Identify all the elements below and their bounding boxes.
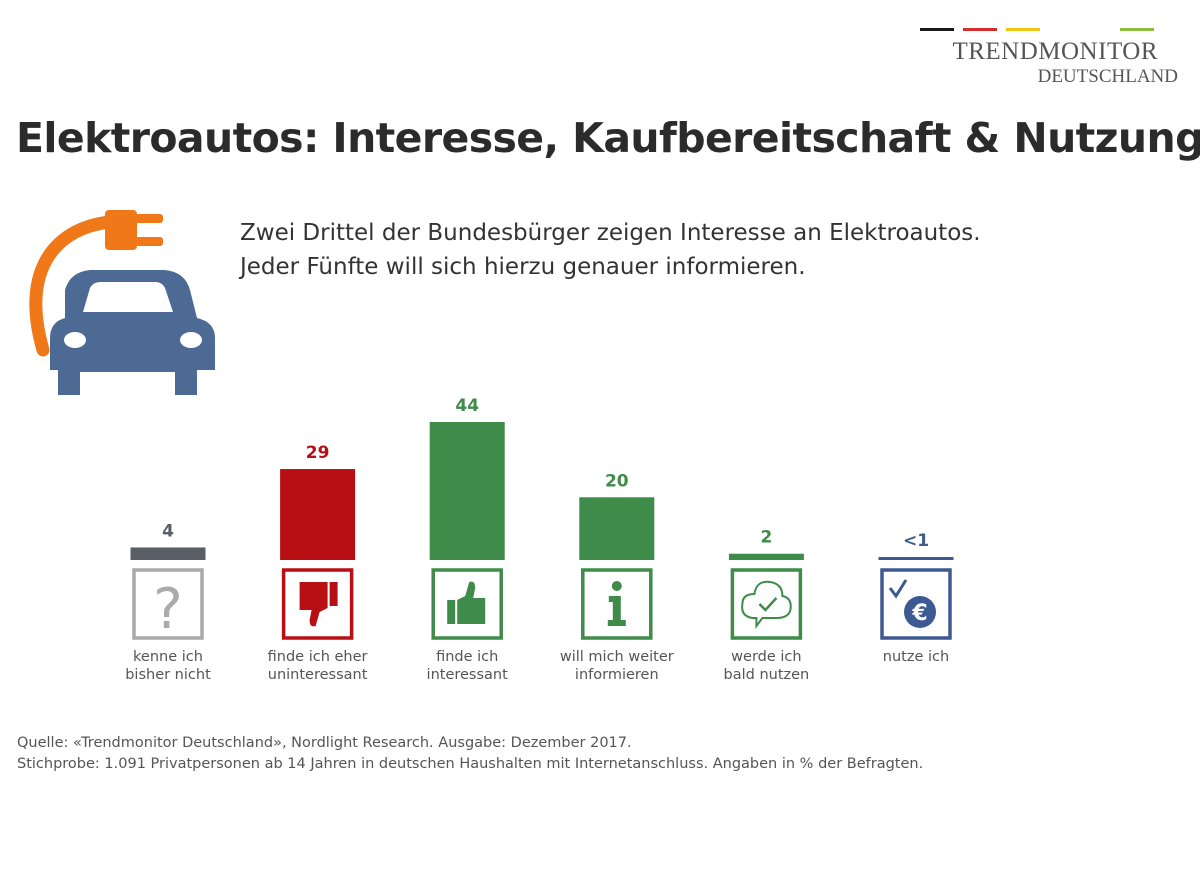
subtitle: Zwei Drittel der Bundesbürger zeigen Int…	[240, 216, 981, 284]
category-label-line: bisher nicht	[125, 667, 211, 683]
info-icon	[607, 581, 626, 626]
category-label-line: werde ich	[731, 649, 802, 665]
bar-chart: 4? 29 44 20 2 <1 €	[130, 396, 954, 642]
value-label-4: 2	[760, 528, 772, 548]
subtitle-line2: Jeder Fünfte will sich hierzu genauer in…	[240, 254, 806, 280]
electric-car-plug-icon	[29, 210, 215, 395]
value-label-2: 44	[455, 396, 479, 416]
bar-0	[130, 547, 206, 560]
icon-box-0	[132, 568, 204, 640]
category-label-3: will mich weiter informieren	[542, 648, 692, 684]
category-label-line: kenne ich	[133, 649, 203, 665]
logo-line2: DEUTSCHLAND	[1037, 66, 1178, 87]
bar-5	[878, 557, 954, 560]
svg-text:?: ?	[153, 577, 183, 642]
subtitle-line1: Zwei Drittel der Bundesbürger zeigen Int…	[240, 220, 981, 246]
category-label-5: nutze ich	[841, 648, 991, 666]
thumbs-down-icon	[299, 582, 338, 627]
category-label-line: bald nutzen	[723, 667, 810, 683]
question-mark-icon: ?	[153, 577, 183, 642]
page-title: Elektroautos: Interesse, Kaufbereitschaf…	[16, 114, 1200, 162]
value-label-0: 4	[162, 521, 174, 541]
source-line1: Quelle: «Trendmonitor Deutschland», Nord…	[17, 735, 632, 751]
bar-2	[429, 422, 505, 560]
bar-3	[579, 497, 655, 560]
thumbs-up-icon	[447, 581, 486, 624]
svg-text:€: €	[911, 601, 927, 626]
value-label-5: <1	[903, 531, 929, 551]
category-label-line: finde ich eher	[267, 649, 368, 665]
category-label-line: interessant	[426, 667, 508, 683]
category-label-line: nutze ich	[882, 649, 950, 665]
logo-line1: TRENDMONITOR	[952, 38, 1158, 65]
category-label-line: uninteressant	[267, 667, 368, 683]
cloud-check-icon	[741, 580, 792, 629]
category-label-line: will mich weiter	[559, 649, 674, 665]
value-label-3: 20	[605, 471, 629, 491]
category-label-2: finde ich interessant	[392, 648, 542, 684]
value-label-1: 29	[306, 443, 330, 463]
category-label-line: informieren	[574, 667, 659, 683]
category-label-line: finde ich	[436, 649, 499, 665]
category-label-4: werde ich bald nutzen	[691, 648, 841, 684]
source-line2: Stichprobe: 1.091 Privatpersonen ab 14 J…	[17, 756, 924, 772]
trendmonitor-logo: TRENDMONITOR DEUTSCHLAND	[915, 28, 1180, 88]
bar-1	[280, 469, 356, 560]
check-euro-icon: €	[888, 579, 936, 628]
category-label-1: finde ich eher uninteressant	[243, 648, 393, 684]
bar-4	[728, 553, 804, 560]
category-label-0: kenne ich bisher nicht	[93, 648, 243, 684]
source-note: Quelle: «Trendmonitor Deutschland», Nord…	[17, 733, 923, 775]
